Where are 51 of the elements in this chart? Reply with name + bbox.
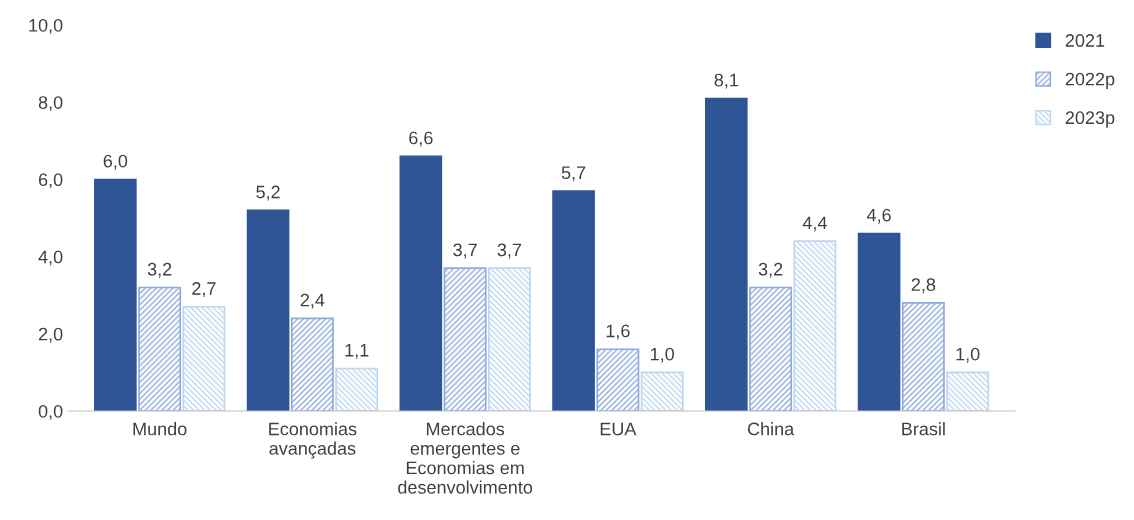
data-label: 6,0 bbox=[103, 154, 128, 170]
x-tick-label: China bbox=[747, 422, 795, 436]
legend-label: 2022p bbox=[1065, 72, 1115, 90]
data-label: 5,7 bbox=[561, 166, 586, 182]
bar bbox=[552, 190, 595, 411]
bar bbox=[857, 232, 901, 411]
x-tick-label: Economias avançadas bbox=[269, 422, 357, 459]
data-label: 1,0 bbox=[650, 347, 675, 363]
data-label: 2,4 bbox=[300, 293, 325, 309]
legend-label: 2023p bbox=[1065, 111, 1115, 128]
data-label: 3,7 bbox=[497, 243, 522, 259]
data-label: 5,2 bbox=[256, 185, 280, 201]
bar bbox=[138, 286, 182, 411]
legend-label: 2021 bbox=[1065, 34, 1105, 47]
y-tick-label: 8,0 bbox=[38, 96, 63, 112]
bar bbox=[94, 178, 137, 411]
bar bbox=[596, 348, 640, 411]
data-label: 3,2 bbox=[147, 262, 172, 278]
bar bbox=[749, 286, 793, 411]
x-tick-label: Mercados emergentes e Economias em desenvolvimento bbox=[398, 422, 533, 494]
bar bbox=[901, 302, 945, 411]
bar bbox=[246, 209, 290, 411]
data-label: 3,2 bbox=[758, 262, 783, 278]
data-label: 2,7 bbox=[192, 282, 216, 298]
bar bbox=[793, 240, 837, 411]
x-tick-label: Mundo bbox=[133, 422, 187, 436]
data-label: 3,7 bbox=[453, 243, 477, 259]
bar bbox=[946, 371, 990, 411]
bar bbox=[335, 367, 379, 411]
data-label: 1,1 bbox=[345, 344, 369, 359]
bar bbox=[290, 317, 334, 411]
y-tick-label: 6,0 bbox=[38, 173, 63, 189]
data-label: 1,6 bbox=[606, 324, 630, 340]
bar bbox=[399, 155, 443, 411]
x-tick-label: EUA bbox=[600, 422, 637, 436]
y-tick-label: 2,0 bbox=[38, 327, 63, 343]
data-label: 8,1 bbox=[714, 73, 738, 89]
data-label: 6,6 bbox=[409, 131, 433, 147]
bar bbox=[705, 97, 748, 411]
data-label: 4,4 bbox=[802, 216, 827, 232]
bar bbox=[640, 371, 684, 411]
y-tick-label: 0,0 bbox=[38, 404, 63, 420]
y-tick-label: 10,0 bbox=[29, 18, 63, 34]
data-label: 1,0 bbox=[956, 347, 980, 363]
bar bbox=[487, 267, 531, 411]
bar bbox=[182, 305, 226, 411]
data-label: 2,8 bbox=[911, 278, 936, 294]
y-tick-label: 4,0 bbox=[38, 250, 63, 266]
bar bbox=[443, 267, 487, 411]
data-label: 4,6 bbox=[866, 208, 891, 224]
x-tick-label: Brasil bbox=[902, 422, 945, 436]
